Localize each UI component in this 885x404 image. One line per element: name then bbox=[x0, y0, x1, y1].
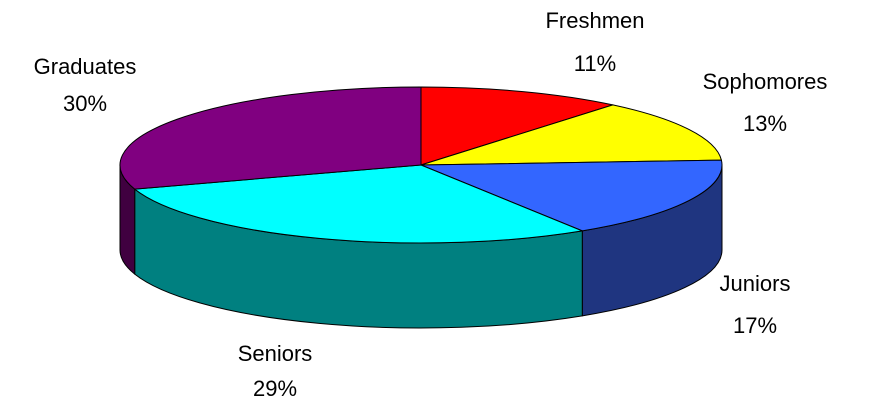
labels: Freshmen 11% Sophomores 13% Juniors 17% Senior… bbox=[34, 8, 828, 401]
value-label: 17% bbox=[733, 313, 777, 338]
slice bbox=[420, 104, 722, 166]
category-label: Freshmen bbox=[545, 8, 644, 33]
slice bbox=[119, 86, 422, 190]
category-label: Sophomores bbox=[703, 69, 828, 94]
value-label: 30% bbox=[63, 91, 107, 116]
category-label: Graduates bbox=[34, 54, 137, 79]
slice bbox=[420, 159, 723, 232]
pie-sides bbox=[119, 164, 723, 329]
category-label: Juniors bbox=[720, 271, 791, 296]
pie-tops bbox=[119, 86, 723, 244]
value-label: 11% bbox=[574, 51, 616, 76]
slice bbox=[134, 164, 583, 244]
slice bbox=[420, 86, 614, 166]
value-label: 13% bbox=[743, 111, 787, 136]
value-label: 29% bbox=[253, 376, 297, 401]
category-label: Seniors bbox=[238, 341, 313, 366]
